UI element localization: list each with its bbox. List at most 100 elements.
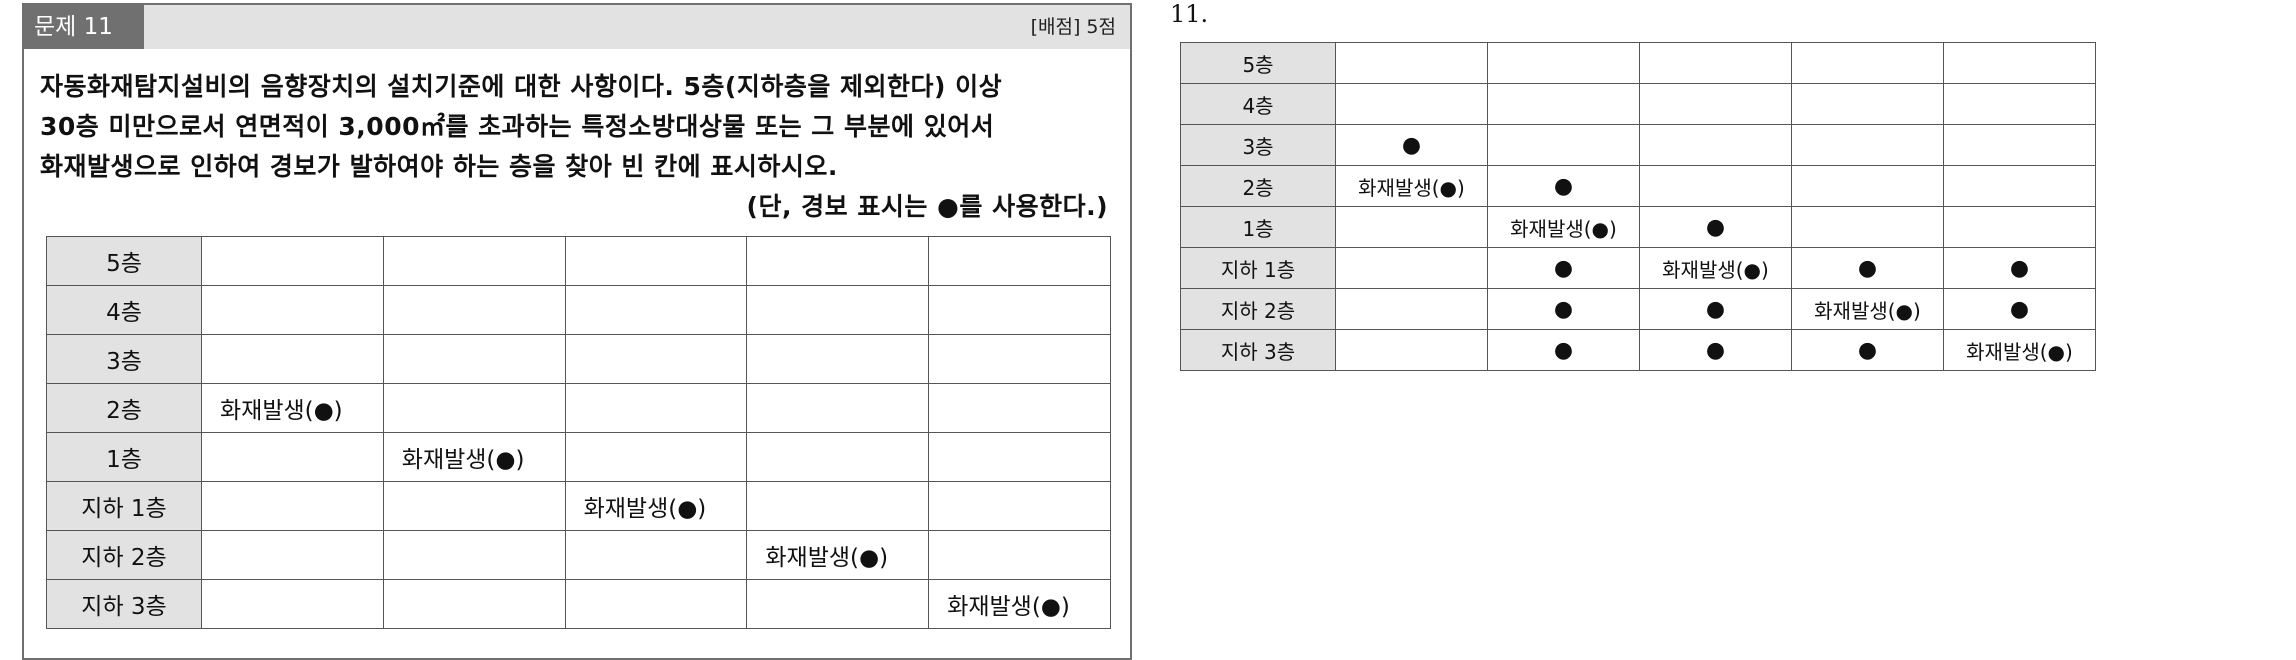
table-cell	[1487, 83, 1640, 125]
table-cell	[1791, 206, 1944, 248]
table-cell	[1639, 124, 1792, 166]
table-cell	[1943, 42, 2096, 84]
answer-number: 11.	[1170, 0, 1209, 28]
table-cell: ●	[1335, 124, 1488, 166]
table-cell	[201, 334, 384, 384]
floor-label: 지하 1층	[1180, 247, 1336, 289]
table-row: 지하 2층 ● ● 화재발생(●) ●	[1180, 288, 2096, 330]
table-cell	[1639, 83, 1792, 125]
question-line: 화재발생으로 인하여 경보가 발하여야 하는 층을 찾아 빈 칸에 표시하시오.	[40, 152, 838, 181]
table-cell	[1335, 42, 1488, 84]
floor-label: 지하 2층	[1180, 288, 1336, 330]
table-cell	[1791, 83, 1944, 125]
table-cell	[746, 383, 930, 433]
question-note: (단, 경보 표시는 ●를 사용한다.)	[746, 192, 1108, 221]
table-cell	[1335, 329, 1488, 371]
table-cell	[1335, 206, 1488, 248]
table-row: 1층 화재발생(●) ●	[1180, 206, 2096, 248]
floor-label: 4층	[46, 285, 202, 335]
table-row: 4층	[46, 285, 1111, 335]
floor-label: 4층	[1180, 83, 1336, 125]
table-cell: ●	[1487, 329, 1640, 371]
floor-label: 1층	[1180, 206, 1336, 248]
question-line: 자동화재탐지설비의 음향장치의 설치기준에 대한 사항이다. 5층(지하층을 제…	[40, 72, 1003, 101]
table-cell	[382, 236, 566, 286]
table-cell	[1639, 165, 1792, 207]
table-cell	[564, 334, 748, 384]
table-cell	[1335, 247, 1488, 289]
table-cell: 화재발생(●)	[1943, 329, 2096, 371]
table-cell	[564, 432, 748, 482]
floor-label: 5층	[46, 236, 202, 286]
floor-label: 지하 3층	[46, 579, 202, 629]
table-cell: 화재발생(●)	[928, 579, 1111, 629]
table-cell	[1943, 165, 2096, 207]
table-row: 지하 3층 ● ● ● 화재발생(●)	[1180, 329, 2096, 371]
table-cell	[201, 579, 384, 629]
table-cell	[382, 530, 566, 580]
table-cell	[564, 236, 748, 286]
table-row: 5층	[1180, 42, 2096, 84]
table-cell	[1335, 83, 1488, 125]
table-cell	[746, 285, 930, 335]
question-table: 5층 4층 3층 2층 화재발생(●) 1층 화재발생(●) 지하 1층 화재발생(●) 지하 2…	[46, 236, 1111, 629]
table-cell	[382, 334, 566, 384]
floor-label: 지하 1층	[46, 481, 202, 531]
table-cell	[928, 383, 1111, 433]
table-cell: ●	[1487, 247, 1640, 289]
table-cell	[1791, 165, 1944, 207]
table-row: 지하 1층 화재발생(●)	[46, 481, 1111, 531]
table-cell	[201, 236, 384, 286]
table-cell: 화재발생(●)	[564, 481, 748, 531]
table-cell	[928, 236, 1111, 286]
floor-label: 2층	[1180, 165, 1336, 207]
table-cell	[746, 481, 930, 531]
floor-label: 3층	[1180, 124, 1336, 166]
table-cell	[201, 481, 384, 531]
table-cell: ●	[1487, 288, 1640, 330]
question-line: 30층 미만으로서 연면적이 3,000㎡를 초과하는 특정소방대상물 또는 그…	[40, 112, 995, 141]
floor-label: 지하 2층	[46, 530, 202, 580]
table-cell	[746, 579, 930, 629]
table-cell: ●	[1639, 288, 1792, 330]
table-cell: 화재발생(●)	[201, 383, 384, 433]
table-cell: 화재발생(●)	[1335, 165, 1488, 207]
table-cell: ●	[1943, 288, 2096, 330]
problem-header: 문제 11 [배점] 5점	[24, 5, 1130, 49]
table-cell	[928, 432, 1111, 482]
table-cell	[1943, 83, 2096, 125]
table-cell	[564, 530, 748, 580]
table-cell	[928, 530, 1111, 580]
table-cell	[1487, 42, 1640, 84]
table-cell	[1791, 42, 1944, 84]
table-cell	[382, 285, 566, 335]
table-cell	[928, 334, 1111, 384]
table-cell: 화재발생(●)	[1639, 247, 1792, 289]
table-row: 2층 화재발생(●)	[46, 383, 1111, 433]
table-cell: 화재발생(●)	[382, 432, 566, 482]
table-cell	[201, 432, 384, 482]
table-cell	[201, 530, 384, 580]
table-cell	[1943, 206, 2096, 248]
table-cell	[928, 481, 1111, 531]
floor-label: 3층	[46, 334, 202, 384]
table-cell	[1943, 124, 2096, 166]
table-row: 5층	[46, 236, 1111, 286]
table-cell: 화재발생(●)	[746, 530, 930, 580]
table-cell	[564, 383, 748, 433]
table-cell	[746, 236, 930, 286]
table-cell: ●	[1639, 206, 1792, 248]
table-cell	[564, 579, 748, 629]
table-cell	[1791, 124, 1944, 166]
floor-label: 1층	[46, 432, 202, 482]
table-cell: 화재발생(●)	[1791, 288, 1944, 330]
table-cell: ●	[1943, 247, 2096, 289]
table-cell	[382, 481, 566, 531]
table-cell	[928, 285, 1111, 335]
table-cell: ●	[1487, 165, 1640, 207]
table-cell	[201, 285, 384, 335]
table-cell	[382, 579, 566, 629]
table-cell: 화재발생(●)	[1487, 206, 1640, 248]
table-row: 2층 화재발생(●) ●	[1180, 165, 2096, 207]
table-row: 3층	[46, 334, 1111, 384]
